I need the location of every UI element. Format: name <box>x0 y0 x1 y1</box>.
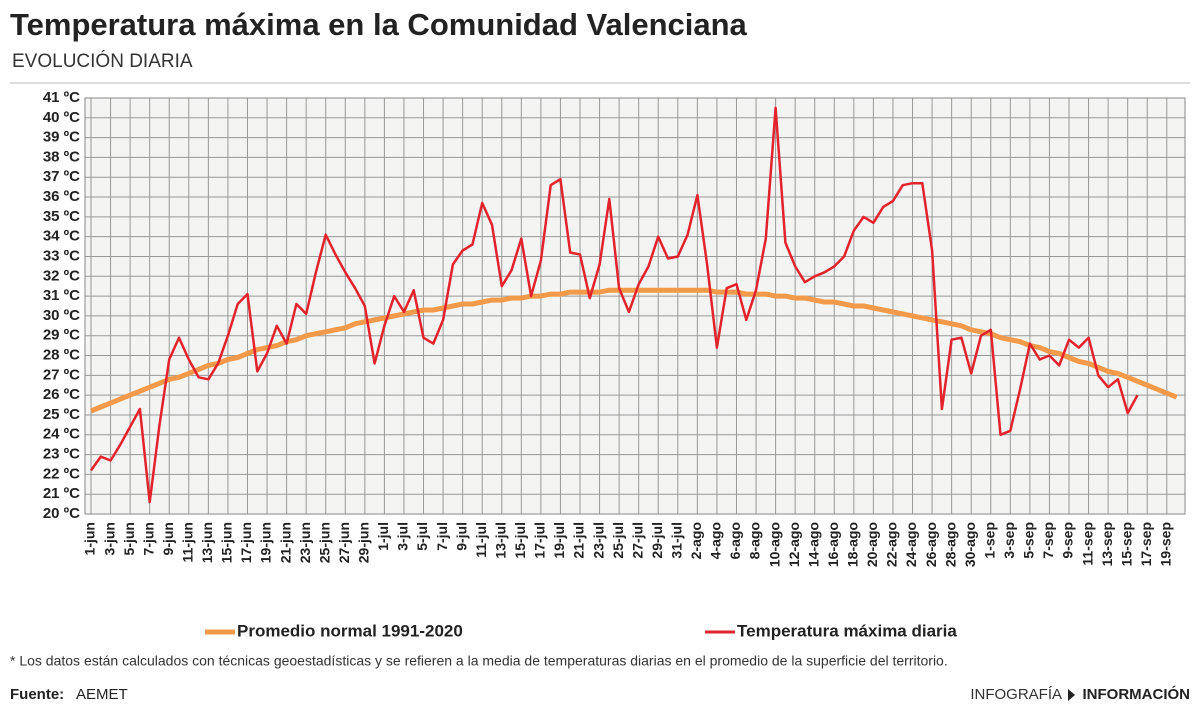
x-tick-label: 16-ago <box>825 522 841 567</box>
y-tick-label: 27 ºC <box>43 366 80 383</box>
y-tick-label: 33 ºC <box>43 247 80 264</box>
y-tick-label: 24 ºC <box>43 426 80 443</box>
x-tick-label: 17-jun <box>238 522 254 563</box>
x-tick-label: 3-jul <box>395 522 411 551</box>
y-tick-label: 34 ºC <box>43 228 80 245</box>
x-tick-label: 19-sep <box>1158 522 1174 566</box>
x-tick-label: 13-jul <box>492 522 508 559</box>
x-tick-label: 7-jun <box>140 522 156 555</box>
x-tick-label: 23-jun <box>297 522 313 563</box>
x-tick-label: 23-jul <box>590 522 606 559</box>
x-tick-label: 17-sep <box>1138 522 1154 566</box>
x-tick-label: 7-jul <box>434 522 450 551</box>
x-tick-label: 17-jul <box>532 522 548 559</box>
series-line <box>90 287 1178 414</box>
x-tick-label: 1-sep <box>981 522 997 559</box>
x-tick-label: 13-sep <box>1099 522 1115 566</box>
y-tick-label: 30 ºC <box>43 307 80 324</box>
x-tick-label: 28-ago <box>942 522 958 567</box>
y-tick-label: 29 ºC <box>43 327 80 344</box>
separator <box>10 82 1190 84</box>
x-tick-label: 22-ago <box>884 522 900 567</box>
chart-subtitle: EVOLUCIÓN DIARIA <box>12 50 193 72</box>
x-tick-label: 3-jun <box>101 522 117 555</box>
x-tick-label: 21-jul <box>571 522 587 559</box>
x-tick-label: 18-ago <box>845 522 861 567</box>
x-tick-label: 12-ago <box>786 522 802 567</box>
x-tick-label: 5-jun <box>121 522 137 555</box>
x-tick-label: 9-sep <box>1060 522 1076 559</box>
legend-label: Promedio normal 1991-2020 <box>237 621 463 640</box>
y-tick-label: 41 ºC <box>43 89 80 106</box>
y-tick-label: 22 ºC <box>43 465 80 482</box>
y-tick-label: 28 ºC <box>43 346 80 363</box>
y-tick-label: 36 ºC <box>43 188 80 205</box>
footnote: * Los datos están calculados con técnica… <box>10 653 948 669</box>
x-tick-label: 24-ago <box>903 522 919 567</box>
legend-label: Temperatura máxima diaria <box>737 621 957 640</box>
x-tick-label: 8-ago <box>747 522 763 559</box>
x-tick-label: 14-ago <box>805 522 821 567</box>
x-tick-label: 11-jun <box>180 522 196 562</box>
x-tick-label: 29-jun <box>356 522 372 563</box>
y-tick-label: 39 ºC <box>43 129 80 146</box>
y-tick-label: 20 ºC <box>43 505 80 522</box>
x-tick-label: 25-jun <box>316 522 332 563</box>
x-tick-label: 20-ago <box>864 522 880 567</box>
x-tick-label: 4-ago <box>708 522 724 559</box>
x-tick-label: 1-jun <box>82 522 98 555</box>
x-tick-label: 7-sep <box>1040 522 1056 559</box>
source-label: Fuente: <box>10 686 64 703</box>
x-tick-label: 19-jul <box>551 522 567 559</box>
y-tick-label: 25 ºC <box>43 406 80 423</box>
x-tick-label: 29-jul <box>649 522 665 559</box>
x-tick-label: 2-ago <box>688 522 704 559</box>
x-tick-label: 25-jul <box>610 522 626 559</box>
plot-frame <box>84 97 1186 515</box>
x-tick-label: 13-jun <box>199 522 215 563</box>
plot-area <box>85 98 1185 514</box>
credit-arrow <box>1068 689 1075 701</box>
y-tick-label: 31 ºC <box>43 287 80 304</box>
x-tick-label: 9-jul <box>453 522 469 551</box>
x-tick-label: 31-jul <box>669 522 685 559</box>
source: AEMET <box>76 686 128 703</box>
x-tick-label: 3-sep <box>1001 522 1017 559</box>
y-tick-label: 32 ºC <box>43 267 80 284</box>
y-tick-label: 23 ºC <box>43 446 80 463</box>
x-tick-label: 1-jul <box>375 522 391 551</box>
credit: INFOGRAFÍA <box>970 686 1062 703</box>
x-tick-label: 11-jul <box>473 522 489 558</box>
x-tick-label: 6-ago <box>727 522 743 559</box>
x-tick-label: 27-jul <box>629 522 645 559</box>
y-tick-label: 26 ºC <box>43 386 80 403</box>
x-tick-label: 30-ago <box>962 522 978 567</box>
brand: INFORMACIÓN <box>1083 685 1191 703</box>
x-tick-label: 15-jul <box>512 522 528 559</box>
x-tick-label: 9-jun <box>160 522 176 555</box>
y-tick-label: 37 ºC <box>43 168 80 185</box>
x-tick-label: 15-sep <box>1118 522 1134 566</box>
chart-title: Temperatura máxima en la Comunidad Valen… <box>10 7 748 42</box>
y-tick-label: 40 ºC <box>43 109 80 126</box>
x-tick-label: 5-sep <box>1021 522 1037 559</box>
x-tick-label: 27-jun <box>336 522 352 563</box>
x-tick-label: 21-jun <box>277 522 293 563</box>
x-tick-label: 5-jul <box>414 522 430 551</box>
x-tick-label: 10-ago <box>766 522 782 567</box>
y-tick-label: 21 ºC <box>43 485 80 502</box>
y-tick-label: 35 ºC <box>43 208 80 225</box>
y-tick-label: 38 ºC <box>43 148 80 165</box>
x-tick-label: 11-sep <box>1079 522 1095 566</box>
series-line <box>89 106 1139 504</box>
x-tick-label: 15-jun <box>219 522 235 563</box>
x-tick-label: 19-jun <box>258 522 274 563</box>
x-tick-label: 26-ago <box>923 522 939 567</box>
